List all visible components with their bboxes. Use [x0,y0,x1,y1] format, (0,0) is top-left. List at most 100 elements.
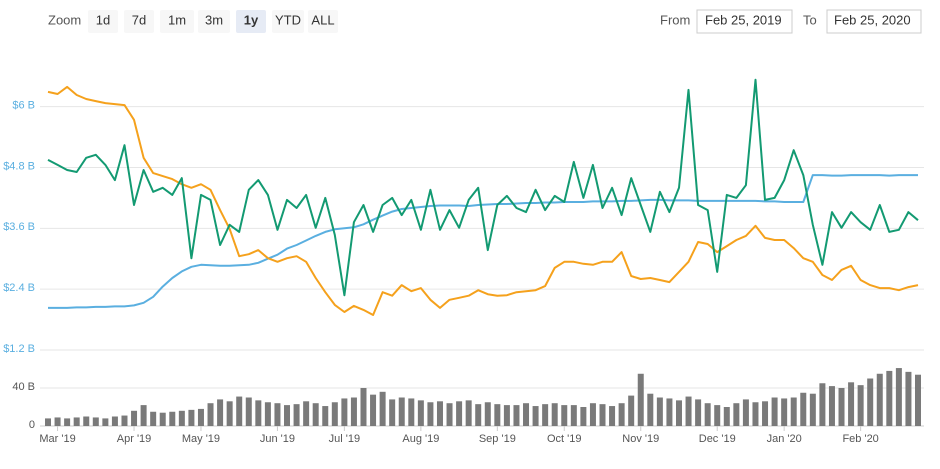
volume-bar [704,403,711,426]
volume-bar [255,400,262,426]
volume-bar [599,404,606,426]
volume-bar [742,399,749,426]
volume-bar [140,405,147,426]
zoom-button[interactable] [272,10,304,33]
volume-bar [647,393,654,426]
volume-bar [274,403,281,426]
volume-bar [609,406,616,426]
volume-bar [762,401,769,426]
volume-bar [360,388,367,426]
volume-bar [695,399,702,426]
zoom-button[interactable] [308,10,338,33]
line-series [48,174,918,309]
volume-bar [675,400,682,426]
zoom-button[interactable] [124,10,154,33]
volume-bar [197,408,204,426]
volume-bar [427,402,434,426]
y-tick-label: $2.4 B [3,282,35,294]
volume-bar [886,370,893,426]
volume-bar [513,405,520,426]
y-tick-label: $6 B [12,100,35,112]
zoom-button-label: ALL [311,12,334,27]
volume-bar [150,411,157,426]
zoom-button[interactable] [88,10,118,33]
volume-bar [456,401,463,426]
x-tick-label: Apr '19 [117,433,152,445]
volume-bar [312,403,319,426]
volume-bar [64,418,71,426]
volume-bar [666,398,673,426]
volume-bar [446,403,453,426]
volume-bar [169,411,176,426]
x-tick-label: Feb '20 [842,433,878,445]
x-tick-label: Mar '19 [39,433,75,445]
volume-bar [819,383,826,426]
zoom-button-label: 1d [96,12,110,27]
zoom-button[interactable] [160,10,194,33]
volume-bar [723,407,730,426]
volume-bar [398,397,405,426]
volume-bar [417,400,424,426]
volume-bar [475,404,482,426]
zoom-button-label: 3m [205,12,223,27]
volume-bar [322,406,329,426]
volume-bar [867,378,874,426]
zoom-button-label: 7d [132,12,146,27]
volume-bar [331,402,338,426]
volume-bar [207,403,214,426]
y-tick-label: $4.8 B [3,160,35,172]
volume-bar [915,374,921,426]
zoom-button-label: 1m [168,12,186,27]
volume-bar [159,412,166,426]
volume-bar [54,417,61,426]
volume-bar [484,402,491,426]
volume-bar [293,404,300,426]
volume-bar [503,405,510,426]
volume-bar [637,373,644,426]
x-tick-label: Nov '19 [622,433,659,445]
volume-bar [685,396,692,426]
from-date: Feb 25, 2019 [705,12,782,27]
to-date: Feb 25, 2020 [834,12,911,27]
volume-bar [838,388,845,426]
volume-bar [465,400,472,426]
volume-bar [532,406,539,426]
volume-bar [45,418,51,426]
volume-bar [178,410,185,426]
volume-bar [370,394,377,426]
volume-bar [628,395,635,426]
volume-bar [781,398,788,426]
volume-bar [131,410,138,426]
x-tick-label: May '19 [182,433,220,445]
volume-bar [857,385,864,426]
volume-bar [245,397,252,426]
volume-bar [264,402,271,426]
zoom-button-label: 1y [244,12,259,27]
zoom-button[interactable] [198,10,230,33]
volume-bar [236,396,243,426]
volume-bar [551,403,558,426]
volume-bar [121,415,128,426]
y-tick-label: $3.6 B [3,221,35,233]
volume-bar [389,399,396,426]
zoom-button[interactable] [236,10,266,33]
volume-bar [800,392,807,426]
from-label: From [660,12,690,27]
x-tick-label: Dec '19 [699,433,736,445]
volume-bar [895,368,902,426]
to-label: To [803,12,817,27]
volume-bar [589,403,596,426]
volume-bar [379,391,386,426]
volume-bar [303,401,310,426]
volume-bar [828,386,835,426]
volume-bar [809,393,816,426]
volume-bar [570,405,577,426]
zoom-label: Zoom [48,12,81,27]
volume-bar [733,403,740,426]
volume-bar [226,401,233,426]
to-input[interactable] [826,9,922,34]
x-tick-label: Jul '19 [329,433,360,445]
from-input[interactable] [696,9,793,34]
volume-bar [656,397,663,426]
